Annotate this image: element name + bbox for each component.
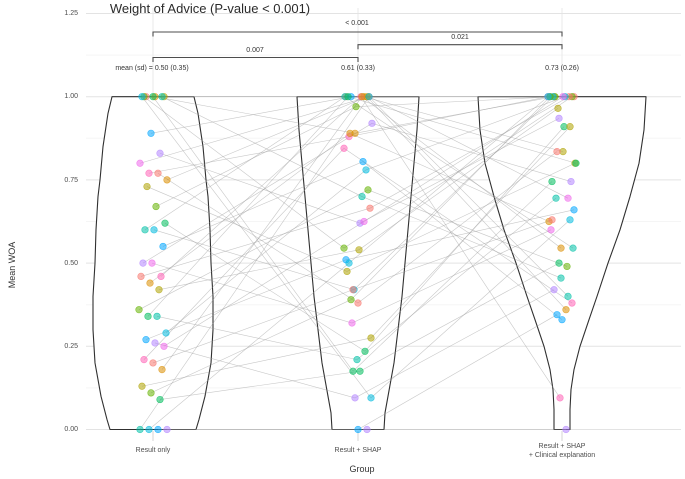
x-label-result-shap-clinical: Result + SHAP + Clinical explanation [482, 442, 642, 460]
x-label-result-only: Result only [73, 446, 233, 455]
x-axis-title: Group [349, 464, 375, 474]
y-tick-1-25: 1.25 [64, 10, 78, 17]
pvalue-g2-g3: 0.021 [451, 34, 469, 41]
y-tick-1-00: 1.00 [64, 93, 78, 100]
y-tick-0-25: 0.25 [64, 343, 78, 350]
chart-title: Weight of Advice (P-value < 0.001) [109, 1, 311, 16]
pvalue-g1-g3: < 0.001 [345, 20, 369, 27]
y-axis-title: Mean WOA [7, 241, 17, 289]
x-label-result-shap: Result + SHAP [278, 446, 438, 455]
x-label-result-only-text: Result only [135, 447, 171, 454]
y-tick-0-75: 0.75 [64, 177, 78, 184]
y-tick-0-50: 0.50 [64, 260, 78, 267]
mean-sd-group2: 0.61 (0.33) [341, 65, 375, 72]
y-tick-0-00: 0.00 [64, 426, 78, 433]
x-label-result-shap-clinical-line1: Result + SHAP [538, 443, 586, 450]
x-label-result-shap-clinical-line2: + Clinical explanation [528, 452, 596, 459]
pvalue-g1-g2: 0.007 [246, 46, 264, 54]
mean-sd-group1: mean (sd) = 0.50 (0.35) [115, 65, 189, 72]
x-label-result-shap-text: Result + SHAP [334, 447, 382, 454]
mean-sd-group3: 0.73 (0.26) [545, 65, 579, 72]
